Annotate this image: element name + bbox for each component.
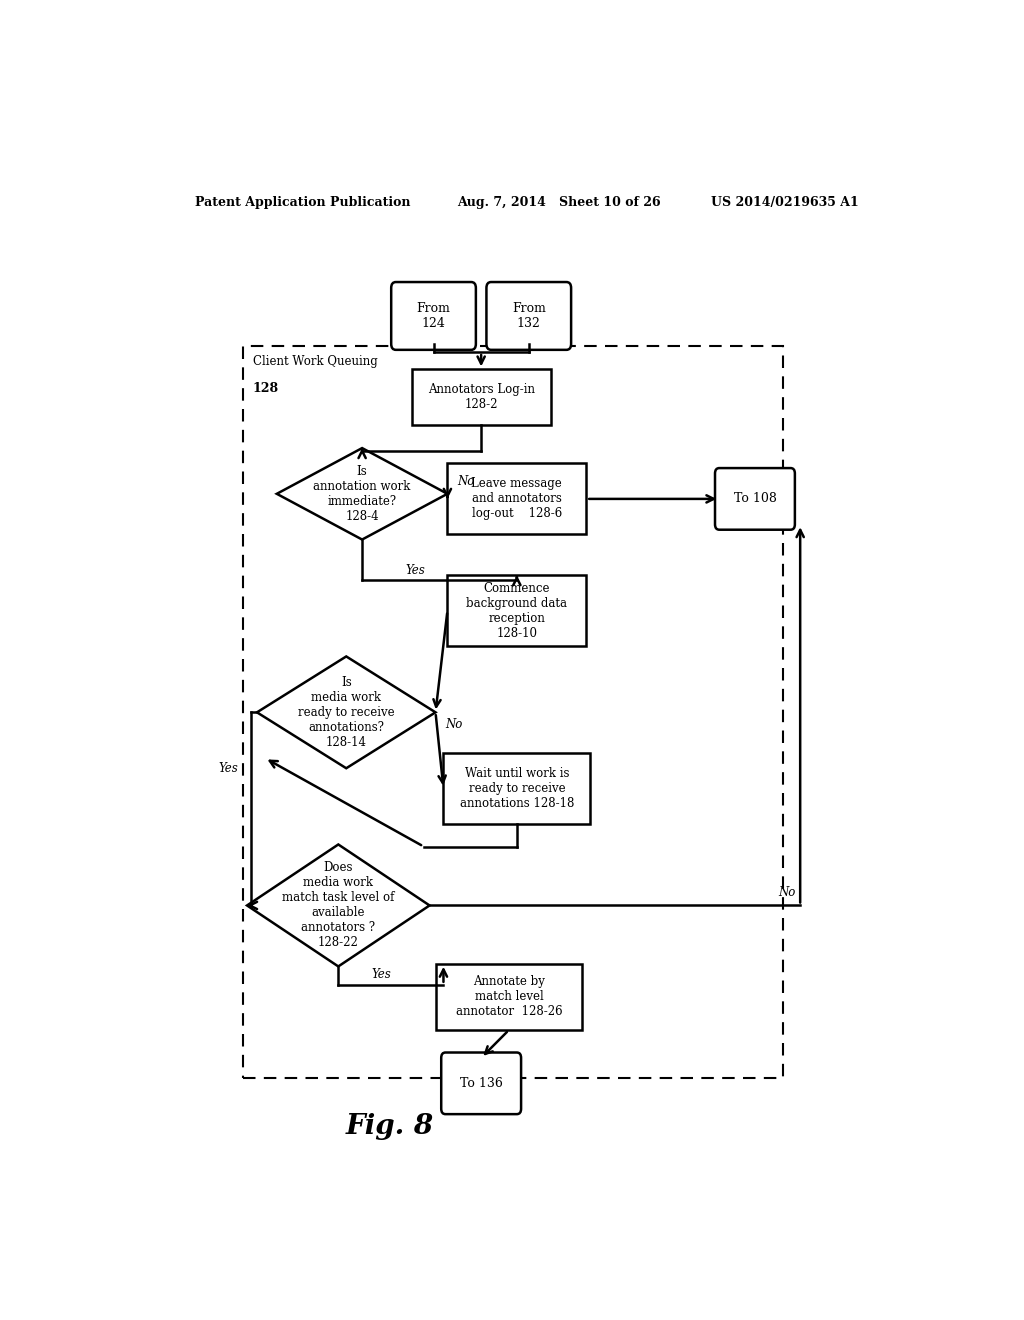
Polygon shape (257, 656, 435, 768)
Text: US 2014/0219635 A1: US 2014/0219635 A1 (712, 195, 859, 209)
Text: Yes: Yes (219, 762, 239, 775)
Text: To 108: To 108 (733, 492, 776, 506)
Text: Is
annotation work
immediate?
128-4: Is annotation work immediate? 128-4 (313, 465, 411, 523)
Bar (435, 964, 583, 1030)
Text: Yes: Yes (406, 564, 426, 577)
Text: Is
media work
ready to receive
annotations?
128-14: Is media work ready to receive annotatio… (298, 676, 394, 748)
FancyBboxPatch shape (391, 282, 476, 350)
Text: Wait until work is
ready to receive
annotations 128-18: Wait until work is ready to receive anno… (460, 767, 574, 810)
Bar (443, 752, 590, 824)
Bar (447, 576, 587, 647)
Text: Client Work Queuing: Client Work Queuing (253, 355, 378, 367)
Polygon shape (247, 845, 430, 966)
Text: Annotators Log-in
128-2: Annotators Log-in 128-2 (428, 383, 535, 412)
Text: Patent Application Publication: Patent Application Publication (196, 195, 411, 209)
Bar (447, 463, 587, 535)
Text: 128: 128 (253, 381, 279, 395)
FancyBboxPatch shape (486, 282, 571, 350)
Text: Leave message
and annotators
log-out    128-6: Leave message and annotators log-out 128… (471, 478, 562, 520)
Text: Does
media work
match task level of
available
annotators ?
128-22: Does media work match task level of avai… (283, 862, 394, 949)
Text: Fig. 8: Fig. 8 (346, 1113, 434, 1139)
Text: Aug. 7, 2014   Sheet 10 of 26: Aug. 7, 2014 Sheet 10 of 26 (458, 195, 660, 209)
FancyBboxPatch shape (441, 1052, 521, 1114)
Text: No: No (445, 718, 463, 731)
Text: Commence
background data
reception
128-10: Commence background data reception 128-1… (466, 582, 567, 640)
Polygon shape (276, 447, 447, 540)
Text: Annotate by
match level
annotator  128-26: Annotate by match level annotator 128-26 (456, 975, 562, 1019)
Bar (412, 370, 551, 425)
Bar (243, 346, 782, 1078)
Text: To 136: To 136 (460, 1077, 503, 1090)
Text: From
124: From 124 (417, 302, 451, 330)
Text: No: No (457, 475, 474, 488)
Text: No: No (778, 886, 796, 899)
Text: Yes: Yes (372, 968, 391, 981)
FancyBboxPatch shape (715, 469, 795, 529)
Text: From
132: From 132 (512, 302, 546, 330)
